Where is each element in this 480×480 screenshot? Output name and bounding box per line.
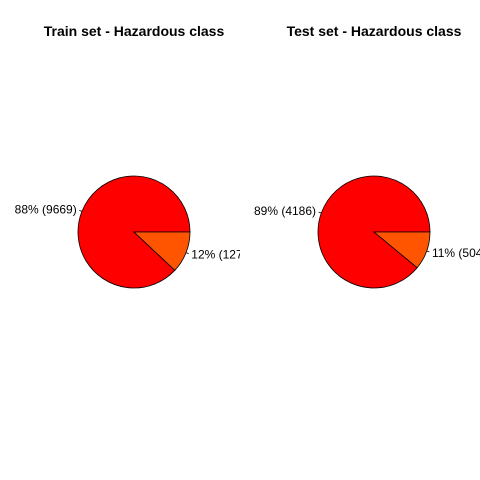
train-chart-title: Train set - Hazardous class [44,23,225,39]
train-pie-slice-2 [132,231,191,271]
test-pie-slices [317,175,431,289]
test-pie-labels: 89% (4186) 11% (504 [254,204,480,260]
train-pie-label-tick-1 [79,209,83,212]
test-pie-label-tick-2 [426,250,430,253]
test-chart-title: Test set - Hazardous class [287,23,462,39]
train-pie-chart: Train set - Hazardous class 88% (9669) 12… [15,23,243,289]
train-pie-label-2: 12% (127 [191,248,243,262]
test-pie-chart: Test set - Hazardous class 89% (4186) 11%… [254,23,480,289]
test-pie-label-1: 89% (4186) [254,204,316,218]
test-pie-slice-2 [372,231,431,269]
train-pie-label-1: 88% (9669) [15,202,77,216]
test-pie-label-2: 11% (504 [432,246,480,260]
train-pie-labels: 88% (9669) 12% (127 [15,202,243,262]
train-pie-label-tick-2 [185,252,189,255]
train-pie-slices [77,175,191,289]
test-pie-label-tick-1 [318,211,322,214]
